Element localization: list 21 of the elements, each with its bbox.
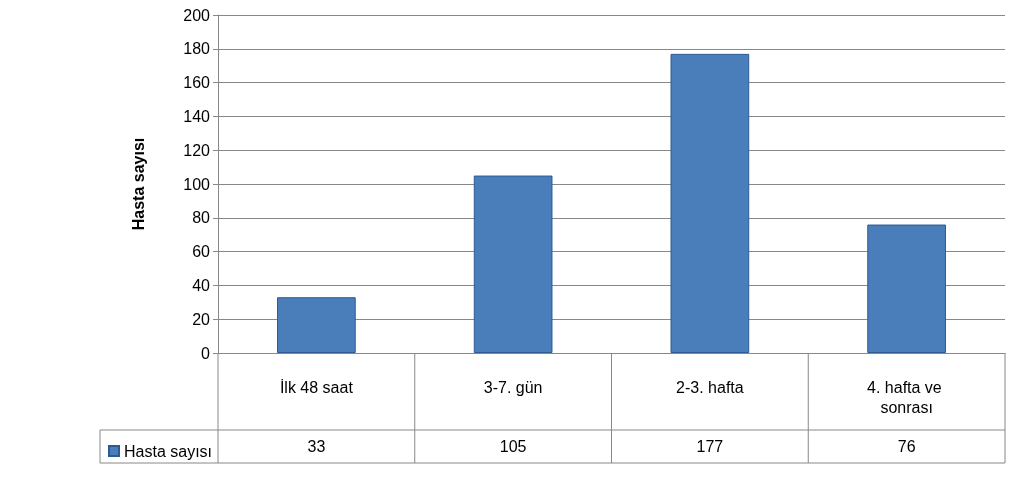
y-tick-label: 140 xyxy=(183,107,211,125)
y-tick-label: 60 xyxy=(192,243,211,261)
y-tick-label: 200 xyxy=(183,6,211,24)
y-axis-title: Hasta sayısı xyxy=(129,137,147,231)
data-label: 76 xyxy=(897,438,916,455)
y-tick-label: 120 xyxy=(183,141,211,159)
data-label: 105 xyxy=(499,438,527,455)
y-tick-label: 0 xyxy=(201,344,211,362)
x-tick-label: İlk 48 saat xyxy=(279,377,354,396)
x-tick-label: 3-7. gün xyxy=(483,378,543,396)
y-tick-label: 100 xyxy=(183,175,211,193)
y-tick-label: 40 xyxy=(192,276,211,294)
y-tick-label: 160 xyxy=(183,74,211,92)
y-tick-label: 20 xyxy=(192,310,211,328)
x-tick-label: 4. hafta ve sonrası xyxy=(867,378,947,416)
y-tick-label: 180 xyxy=(183,40,211,58)
legend-label: Hasta sayısı xyxy=(124,442,213,460)
y-tick-label: 80 xyxy=(192,209,211,227)
data-label: 177 xyxy=(696,438,724,455)
x-tick-label: 2-3. hafta xyxy=(676,378,744,396)
data-label: 33 xyxy=(307,438,326,455)
